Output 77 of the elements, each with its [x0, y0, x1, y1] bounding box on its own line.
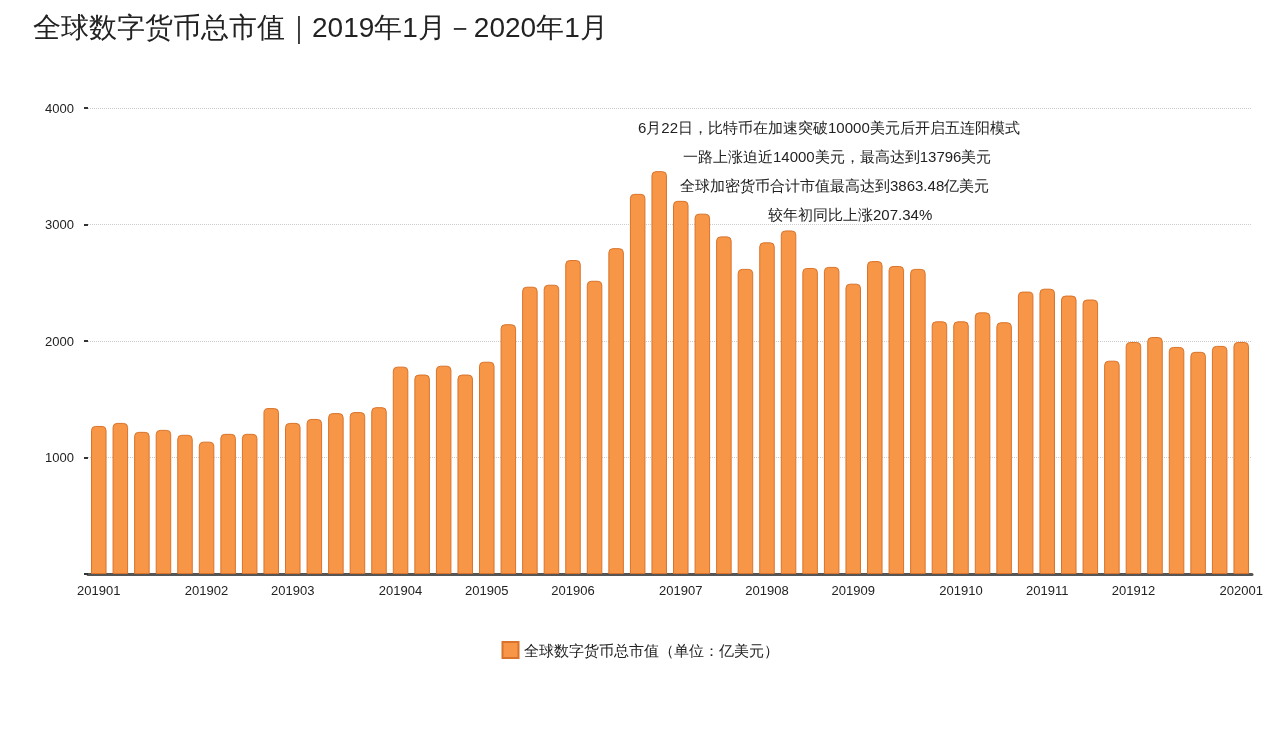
bar	[328, 413, 344, 574]
bar	[1168, 346, 1185, 574]
bar	[565, 260, 581, 574]
bar	[629, 193, 646, 574]
bar	[371, 407, 387, 574]
bar	[1125, 341, 1142, 574]
y-tick-label: 4000	[45, 100, 74, 116]
x-tick-label: 201906	[551, 583, 595, 598]
x-tick-label: 202001	[1219, 583, 1263, 598]
bar	[910, 268, 926, 574]
bar	[414, 374, 430, 574]
bar	[716, 236, 732, 574]
bar	[500, 324, 517, 574]
x-tick-label: 201911	[1026, 583, 1069, 598]
bar	[953, 321, 969, 574]
bar	[845, 283, 861, 574]
x-tick-label: 201901	[77, 583, 121, 598]
x-tick-label: 201908	[745, 583, 789, 598]
bar	[134, 431, 150, 574]
annotation: 6月22日，比特币在加速突破10000美元后开启五连阳模式	[638, 119, 1020, 136]
bar	[285, 422, 301, 574]
bar	[1061, 295, 1077, 574]
y-tick-label: 1000	[45, 450, 74, 465]
chart-title: 全球数字货币总市值｜2019年1月－2020年1月	[33, 11, 608, 44]
bar	[1211, 345, 1228, 574]
bar	[759, 242, 775, 574]
bar	[91, 425, 107, 574]
bar	[1104, 360, 1120, 574]
bar	[996, 322, 1012, 574]
bar	[1147, 337, 1163, 574]
x-tick-label: 201910	[939, 583, 983, 598]
bar	[155, 429, 172, 574]
bar	[198, 441, 215, 574]
bar	[241, 433, 258, 574]
annotation: 较年初同比上涨207.34%	[768, 206, 933, 223]
bar	[737, 268, 754, 574]
bar	[802, 267, 818, 574]
bar	[435, 365, 452, 574]
bar	[543, 284, 560, 574]
annotation: 全球加密货币合计市值最高达到3863.48亿美元	[680, 177, 990, 194]
bar	[608, 248, 624, 574]
bar	[220, 433, 236, 574]
x-tick-label: 201907	[659, 583, 703, 598]
x-tick-label: 201902	[184, 583, 229, 598]
annotation: 一路上涨迫近14000美元，最高达到13796美元	[683, 148, 992, 165]
bar	[780, 230, 797, 574]
bar	[392, 366, 409, 574]
x-tick-label: 201909	[831, 583, 875, 598]
bar	[1017, 291, 1034, 574]
bar	[974, 312, 991, 574]
bar	[457, 374, 473, 574]
y-tick-label: 3000	[45, 217, 74, 232]
bar	[867, 261, 883, 574]
bar	[673, 200, 689, 574]
bar	[694, 213, 711, 574]
bar	[522, 286, 538, 574]
bar	[1233, 341, 1249, 574]
x-tick-label: 201904	[378, 583, 423, 598]
x-tick-label: 201912	[1111, 583, 1156, 598]
bar	[1190, 351, 1206, 574]
bar	[306, 418, 323, 574]
bar	[1039, 288, 1055, 574]
bar	[349, 412, 366, 574]
bar	[651, 171, 667, 574]
legend-label: 全球数字货币总市值（单位：亿美元）	[523, 641, 779, 659]
x-tick-label: 201903	[271, 583, 315, 598]
bar	[888, 265, 905, 574]
y-tick-label: 2000	[45, 333, 74, 349]
bar	[112, 422, 129, 574]
bar	[931, 321, 948, 574]
bar	[479, 361, 495, 574]
bar	[177, 434, 193, 574]
x-tick-label: 201905	[465, 583, 509, 598]
bar	[586, 280, 603, 574]
bar	[823, 266, 840, 574]
bar	[1082, 299, 1099, 574]
bar	[263, 408, 279, 574]
